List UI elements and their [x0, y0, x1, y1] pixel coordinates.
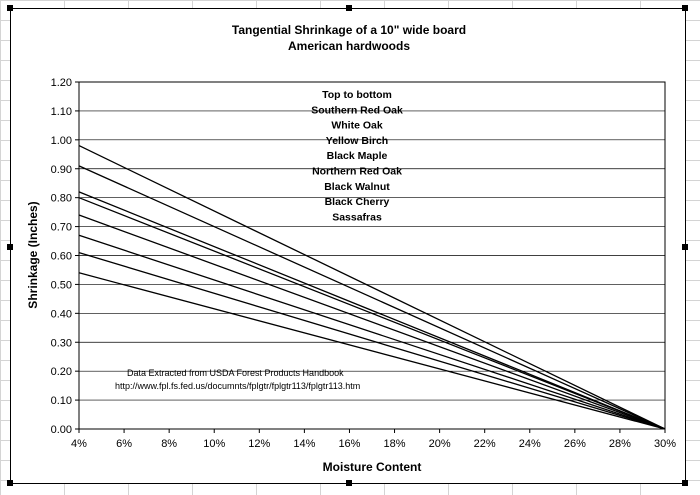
- x-axis-ticks: 4% 6% 8% 10% 12% 14% 16% 18% 20% 22% 24% 26% 28% 30%: [71, 429, 676, 450]
- resize-handle-bottom-mid[interactable]: [346, 480, 352, 486]
- y-tick-label: 0.00: [51, 424, 72, 436]
- chart-subtitle: American hardwoods: [288, 39, 410, 53]
- series-line-sassafras[interactable]: [78, 272, 666, 430]
- series-line-black-maple[interactable]: [78, 197, 666, 430]
- legend-line: Black Maple: [327, 150, 388, 162]
- x-tick-label: 12%: [248, 438, 270, 450]
- x-tick-label: 16%: [338, 438, 360, 450]
- x-tick-label: 4%: [71, 438, 87, 450]
- y-tick-label: 1.10: [51, 106, 72, 118]
- series-lines: [78, 145, 666, 430]
- legend-line: Yellow Birch: [326, 135, 388, 147]
- resize-handle-bottom-left[interactable]: [7, 480, 13, 486]
- y-axis-title: Shrinkage (Inches): [26, 201, 40, 308]
- x-tick-label: 20%: [429, 438, 451, 450]
- resize-handle-mid-right[interactable]: [682, 244, 688, 250]
- resize-handle-top-left[interactable]: [7, 5, 13, 11]
- legend-line: White Oak: [331, 120, 383, 132]
- y-tick-label: 0.70: [51, 222, 72, 234]
- x-tick-label: 10%: [203, 438, 225, 450]
- series-line-yellow-birch[interactable]: [78, 191, 666, 430]
- resize-handle-mid-left[interactable]: [7, 244, 13, 250]
- x-tick-label: 28%: [609, 438, 631, 450]
- x-axis-title: Moisture Content: [323, 460, 422, 474]
- y-tick-label: 0.80: [51, 193, 72, 205]
- y-tick-label: 0.10: [51, 395, 72, 407]
- y-tick-label: 1.00: [51, 135, 72, 147]
- x-tick-label: 26%: [564, 438, 586, 450]
- legend-line: Black Walnut: [324, 181, 390, 193]
- resize-handle-top-right[interactable]: [682, 5, 688, 11]
- chart-area[interactable]: Tangential Shrinkage of a 10" wide board…: [7, 5, 688, 486]
- legend-line: Sassafras: [332, 211, 382, 223]
- y-tick-label: 0.20: [51, 366, 72, 378]
- y-tick-label: 1.20: [51, 77, 72, 89]
- y-tick-label: 0.90: [51, 164, 72, 176]
- series-line-black-walnut[interactable]: [78, 234, 666, 430]
- resize-handle-top-mid[interactable]: [346, 5, 352, 11]
- source-annotation: Data Extracted from USDA Forest Products…: [115, 368, 360, 391]
- gridlines: [79, 81, 665, 430]
- legend-line: Black Cherry: [325, 196, 390, 208]
- chart-title: Tangential Shrinkage of a 10" wide board: [232, 23, 466, 37]
- y-tick-label: 0.30: [51, 337, 72, 349]
- x-tick-label: 18%: [384, 438, 406, 450]
- series-line-black-cherry[interactable]: [78, 251, 666, 430]
- x-tick-label: 6%: [116, 438, 132, 450]
- source-note-line: http://www.fpl.fs.fed.us/documnts/fplgtr…: [115, 381, 360, 391]
- series-line-northern-red-oak[interactable]: [78, 214, 666, 430]
- series-line-southern-red-oak[interactable]: [78, 145, 666, 430]
- y-tick-label: 0.50: [51, 279, 72, 291]
- x-tick-label: 22%: [474, 438, 496, 450]
- source-note-line: Data Extracted from USDA Forest Products…: [127, 368, 344, 378]
- resize-handle-bottom-right[interactable]: [682, 480, 688, 486]
- legend-line: Southern Red Oak: [311, 104, 403, 116]
- series-line-white-oak[interactable]: [78, 165, 666, 430]
- legend-text-box: Top to bottom Southern Red Oak White Oak Ye…: [311, 89, 403, 223]
- y-tick-label: 0.40: [51, 308, 72, 320]
- x-tick-label: 8%: [161, 438, 177, 450]
- y-tick-label: 0.60: [51, 251, 72, 263]
- x-tick-label: 30%: [654, 438, 676, 450]
- x-tick-label: 14%: [293, 438, 315, 450]
- y-axis-ticks: 0.00 0.10 0.20 0.30 0.40 0.50 0.60 0.70 0.80 0.90…: [51, 77, 79, 436]
- chart-svg: Tangential Shrinkage of a 10" wide board…: [26, 23, 676, 474]
- legend-line: Top to bottom: [322, 89, 392, 101]
- legend-line: Northern Red Oak: [312, 166, 402, 178]
- x-tick-label: 24%: [519, 438, 541, 450]
